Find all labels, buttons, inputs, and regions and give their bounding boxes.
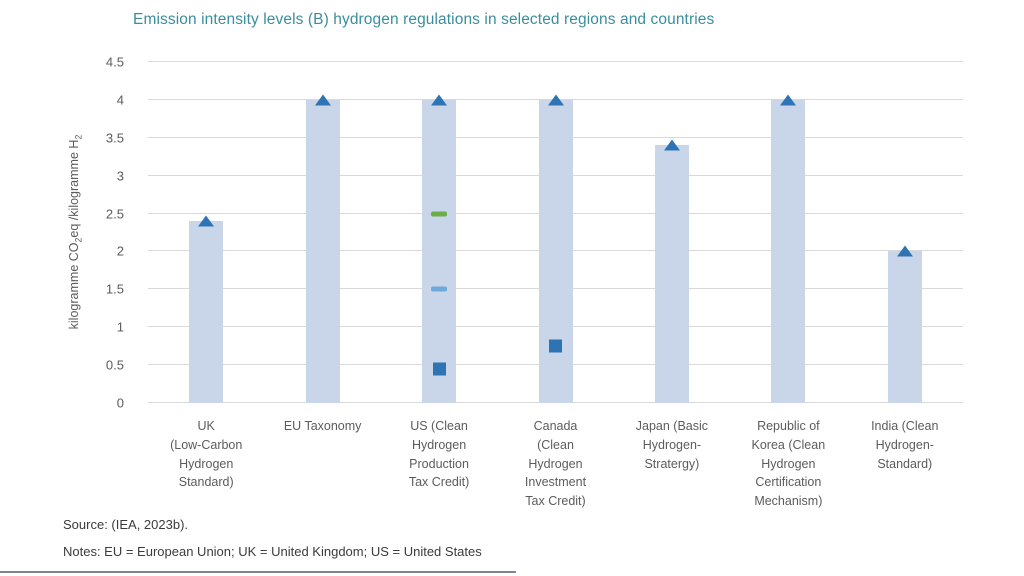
source-note: Source: (IEA, 2023b). — [63, 517, 189, 532]
y-tick-label: 3.5 — [105, 130, 124, 146]
x-axis-labels: UK (Low-Carbon Hydrogen Standard) EU Taxo… — [148, 417, 963, 517]
x-category-label: Republic of Korea (Clean Hydrogen Certif… — [751, 419, 826, 508]
x-category-label: India (Clean Hydrogen- Standard) — [871, 419, 939, 471]
y-tick-label: 1.5 — [105, 281, 124, 297]
y-tick-label: 2.5 — [105, 206, 124, 222]
triangle-marker — [547, 94, 564, 106]
dash-marker — [431, 286, 448, 292]
plot-area — [148, 61, 963, 403]
triangle-marker — [314, 94, 331, 106]
dash-marker — [431, 211, 448, 217]
triangle-marker — [431, 94, 448, 106]
y-tick-label: 4.5 — [105, 54, 124, 70]
gridline — [148, 61, 963, 62]
chart-title: Emission intensity levels (B) hydrogen r… — [133, 11, 715, 28]
y-axis-tick-labels: 0 0.5 1 1.5 2 2.5 3 3.5 4 4.5 — [80, 55, 136, 411]
triangle-marker — [198, 215, 215, 227]
bar — [305, 99, 340, 403]
bar — [887, 251, 922, 403]
y-tick-label: 2 — [116, 243, 124, 259]
x-category-label: Japan (Basic Hydrogen- Stratergy) — [635, 419, 709, 471]
triangle-marker — [663, 139, 680, 151]
x-category-label: US (Clean Hydrogen Production Tax Credit… — [408, 419, 470, 490]
y-tick-label: 3 — [116, 168, 124, 184]
y-tick-label: 0 — [116, 395, 124, 411]
triangle-marker — [896, 245, 913, 257]
bar — [422, 99, 457, 403]
y-tick-label: 0.5 — [105, 357, 124, 373]
y-tick-label: 1 — [116, 319, 124, 335]
x-category-label: EU Taxonomy — [283, 419, 362, 433]
notes-text: Notes: EU = European Union; UK = United … — [63, 544, 482, 559]
bar — [538, 99, 573, 403]
triangle-marker — [780, 94, 797, 106]
bar — [654, 145, 689, 403]
x-category-label: Canada (Clean Hydrogen Investment Tax Cr… — [524, 419, 587, 508]
square-marker — [432, 362, 446, 376]
square-marker — [549, 339, 562, 353]
y-tick-label: 4 — [116, 92, 124, 108]
footer-divider — [0, 571, 516, 573]
bar — [189, 221, 224, 403]
x-category-label: UK (Low-Carbon Hydrogen Standard) — [170, 419, 243, 490]
bar — [771, 99, 806, 403]
